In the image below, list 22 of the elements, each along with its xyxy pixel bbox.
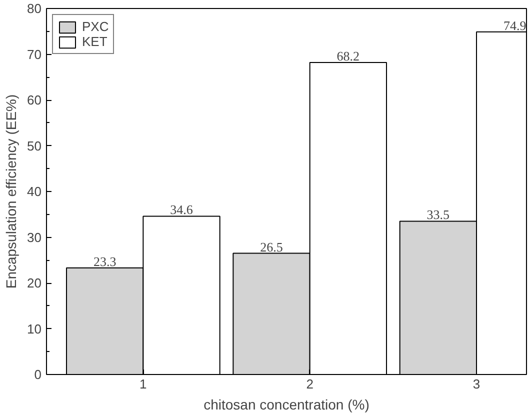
y-tick-label: 60 [27,92,42,108]
y-tick-label: 40 [27,184,42,199]
x-tick-label: 2 [306,376,314,392]
x-axis-title: chitosan concentration (%) [204,396,370,412]
x-tick-label: 1 [140,376,147,392]
y-tick-label: 70 [27,46,42,62]
legend-label: PXC [82,19,109,34]
y-tick-label: 30 [27,230,42,245]
x-tick-label: 3 [472,376,480,392]
y-tick-label: 80 [27,1,42,16]
data-label: 23.3 [93,254,116,269]
y-tick-label: 20 [27,276,42,290]
data-label: 33.5 [426,207,450,222]
y-tick-label: 10 [27,321,42,336]
legend-label: KET [82,34,108,49]
y-axis-title: Encapsulation efficiency (EE%) [3,94,20,289]
y-tick-label: 0 [34,367,42,382]
data-label: 34.6 [170,202,194,218]
data-label: 74.9 [503,18,526,33]
data-label: 26.5 [260,239,283,254]
data-label: 68.2 [336,48,360,64]
y-tick-label: 50 [27,138,42,154]
